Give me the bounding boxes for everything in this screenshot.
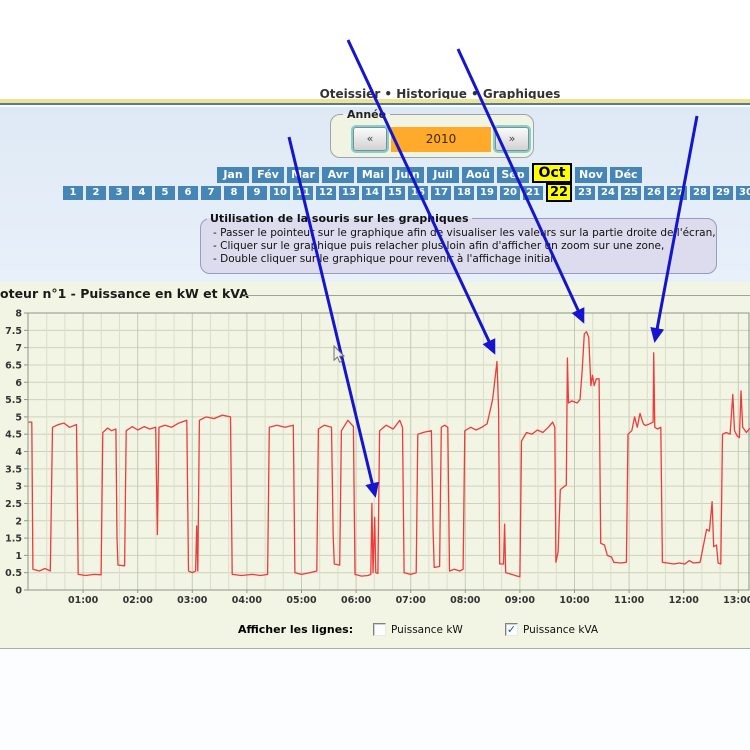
day-cell-10[interactable]: 10 <box>270 185 290 200</box>
series-puissance-kva <box>28 331 750 578</box>
day-cell-19[interactable]: 19 <box>477 185 497 200</box>
checkbox-puissance-kw[interactable] <box>373 623 386 636</box>
chart-title: oteur n°1 - Puissance en kW et kVA <box>0 286 249 301</box>
axis-tick-label: 03:00 <box>177 595 208 606</box>
month-tab-oct[interactable]: Oct <box>532 163 572 183</box>
chart-plot[interactable]: 0 0.5 1 1.5 2 2.5 3 3.5 4 4.5 5 5.5 6 6.5 7 7.5 8 01:00 02… <box>0 282 750 649</box>
checkbox-label-puissance-kw[interactable]: Puissance kW <box>391 624 463 636</box>
day-cell-21[interactable]: 21 <box>523 185 543 200</box>
day-cell-20[interactable]: 20 <box>500 185 520 200</box>
header-divider-band <box>0 99 750 105</box>
day-strip: 1 2 3 4 5 6 7 8 9 10 11 12 13 14 15 16 17 18 19 20 21 22 23 24 2… <box>63 183 750 202</box>
axis-tick-label: 4.5 <box>5 430 22 441</box>
day-cell-2[interactable]: 2 <box>86 185 106 200</box>
day-cell-25[interactable]: 25 <box>621 185 641 200</box>
day-cell-5[interactable]: 5 <box>155 185 175 200</box>
info-line-1: - Passer le pointeur sur le graphique af… <box>213 227 716 239</box>
day-cell-17[interactable]: 17 <box>431 185 451 200</box>
month-tab-déc[interactable]: Déc <box>610 167 642 183</box>
day-cell-30[interactable]: 30 <box>736 185 750 200</box>
show-lines-label: Afficher les lignes: <box>238 623 354 636</box>
day-cell-16[interactable]: 16 <box>408 185 428 200</box>
axis-tick-label: 04:00 <box>232 595 263 606</box>
axis-tick-label: 2.5 <box>5 499 22 510</box>
axis-tick-label: 2 <box>15 516 22 527</box>
axis-tick-label: 3 <box>15 482 22 493</box>
day-cell-15[interactable]: 15 <box>385 185 405 200</box>
axis-tick-label: 0 <box>15 586 22 597</box>
year-value: 2010 <box>391 127 491 152</box>
axis-tick-label: 7 <box>15 343 22 354</box>
axis-tick-label: 5.5 <box>5 395 22 406</box>
axis-tick-label: 02:00 <box>123 595 154 606</box>
day-cell-14[interactable]: 14 <box>362 185 382 200</box>
axis-tick-label: 06:00 <box>341 595 372 606</box>
axis-tick-label: 13:00 <box>723 595 750 606</box>
day-cell-3[interactable]: 3 <box>109 185 129 200</box>
axis-tick-label: 12:00 <box>669 595 700 606</box>
axis-tick-label: 8 <box>15 309 22 320</box>
axis-tick-label: 6.5 <box>5 360 22 371</box>
axis-tick-label: 10:00 <box>559 595 590 606</box>
previous-year-button[interactable]: « <box>353 127 387 151</box>
day-cell-6[interactable]: 6 <box>178 185 198 200</box>
info-line-3: - Double cliquer sur le graphique pour r… <box>213 253 557 265</box>
axis-tick-label: 4 <box>15 447 22 458</box>
info-box-lines: - Passer le pointeur sur le graphique af… <box>201 225 716 266</box>
next-year-button[interactable]: » <box>495 127 529 151</box>
axis-tick-label: 05:00 <box>286 595 317 606</box>
day-cell-12[interactable]: 12 <box>316 185 336 200</box>
year-legend: Année <box>347 108 387 121</box>
checkbox-puissance-kva[interactable]: ✓ <box>505 623 518 636</box>
day-cell-27[interactable]: 27 <box>667 185 687 200</box>
day-cell-13[interactable]: 13 <box>339 185 359 200</box>
month-tab-avr[interactable]: Avr <box>322 167 354 183</box>
day-cell-24[interactable]: 24 <box>598 185 618 200</box>
axis-tick-label: 07:00 <box>396 595 427 606</box>
axis-tick-label: 7.5 <box>5 326 22 337</box>
chart-panel: oteur n°1 - Puissance en kW et kVA 0 0.5 1… <box>0 282 750 649</box>
axis-tick-label: 11:00 <box>614 595 645 606</box>
info-line-2: - Cliquer sur le graphique puis relacher… <box>213 240 665 252</box>
month-tab-juil[interactable]: Juil <box>427 167 459 183</box>
info-box-legend: Utilisation de la souris sur les graphiq… <box>210 212 469 225</box>
day-cell-28[interactable]: 28 <box>690 185 710 200</box>
month-tab-mai[interactable]: Mai <box>357 167 389 183</box>
mouse-usage-info-box: Utilisation de la souris sur les graphiq… <box>200 212 717 274</box>
month-tab-nov[interactable]: Nov <box>575 167 607 183</box>
axis-tick-label: 09:00 <box>505 595 536 606</box>
day-cell-23[interactable]: 23 <box>575 185 595 200</box>
axis-tick-label: 5 <box>15 412 22 423</box>
month-tab-jan[interactable]: Jan <box>217 167 249 183</box>
day-cell-22[interactable]: 22 <box>546 183 572 202</box>
axis-tick-label: 3.5 <box>5 464 22 475</box>
day-cell-9[interactable]: 9 <box>247 185 267 200</box>
day-cell-26[interactable]: 26 <box>644 185 664 200</box>
day-cell-29[interactable]: 29 <box>713 185 733 200</box>
axis-tick-label: 01:00 <box>68 595 99 606</box>
day-cell-18[interactable]: 18 <box>454 185 474 200</box>
day-cell-1[interactable]: 1 <box>63 185 83 200</box>
breadcrumb[interactable]: Oteissier • Historique • Graphiques <box>319 87 561 99</box>
page-footer-space <box>0 650 750 750</box>
month-tab-fév[interactable]: Fév <box>252 167 284 183</box>
day-cell-4[interactable]: 4 <box>132 185 152 200</box>
day-cell-8[interactable]: 8 <box>224 185 244 200</box>
day-cell-7[interactable]: 7 <box>201 185 221 200</box>
axis-tick-label: 08:00 <box>450 595 481 606</box>
day-cell-11[interactable]: 11 <box>293 185 313 200</box>
axis-tick-label: 1.5 <box>5 534 22 545</box>
month-tab-sep[interactable]: Sep <box>497 167 529 183</box>
axis-tick-label: 0.5 <box>5 568 22 579</box>
axis-tick-label: 6 <box>15 378 22 389</box>
month-tab-aoû[interactable]: Aoû <box>462 167 494 183</box>
axis-tick-label: 1 <box>15 551 22 562</box>
month-tab-mar[interactable]: Mar <box>287 167 319 183</box>
month-tab-juin[interactable]: Juin <box>392 167 424 183</box>
checkbox-label-puissance-kva[interactable]: Puissance kVA <box>523 624 599 636</box>
year-selector: Année « 2010 » <box>330 108 534 158</box>
month-tabs: Jan Fév Mar Avr Mai Juin Juil Aoû Sep Oct Nov Déc <box>217 163 642 183</box>
